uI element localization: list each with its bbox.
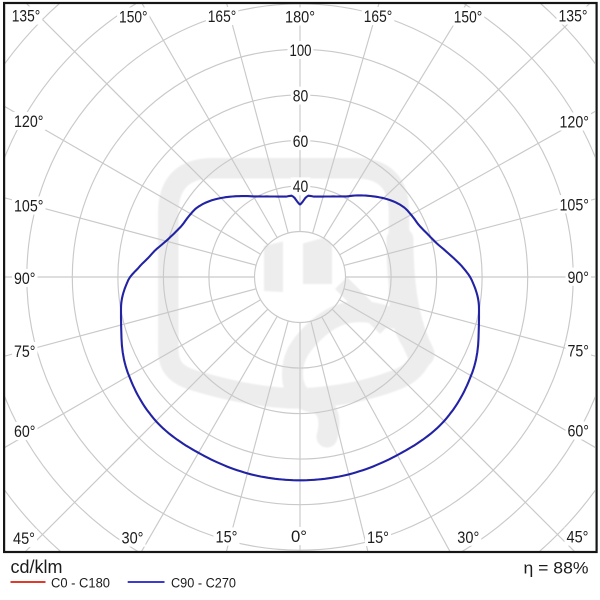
svg-text:90°: 90° — [14, 269, 36, 288]
svg-text:120°: 120° — [14, 112, 44, 131]
svg-text:C90 - C270: C90 - C270 — [171, 575, 236, 590]
svg-text:80: 80 — [293, 87, 309, 105]
svg-text:30°: 30° — [122, 529, 144, 548]
svg-text:60: 60 — [293, 133, 309, 151]
svg-text:15°: 15° — [216, 528, 238, 547]
svg-text:105°: 105° — [560, 195, 590, 214]
svg-text:165°: 165° — [208, 7, 237, 26]
svg-text:15°: 15° — [367, 528, 389, 547]
svg-text:60°: 60° — [14, 422, 36, 441]
svg-text:0°: 0° — [291, 527, 307, 546]
svg-text:135°: 135° — [12, 7, 41, 26]
svg-text:120°: 120° — [560, 113, 590, 132]
svg-text:60°: 60° — [568, 422, 590, 441]
svg-text:45°: 45° — [567, 528, 589, 547]
svg-text:105°: 105° — [14, 197, 44, 216]
svg-text:180°: 180° — [285, 8, 315, 27]
svg-text:75°: 75° — [568, 342, 590, 361]
svg-text:C0 - C180: C0 - C180 — [51, 575, 110, 590]
svg-text:100: 100 — [290, 42, 312, 60]
svg-text:135°: 135° — [559, 7, 588, 26]
svg-text:30°: 30° — [457, 528, 479, 547]
svg-text:90°: 90° — [568, 268, 590, 287]
svg-text:η = 88%: η = 88% — [524, 558, 589, 577]
svg-text:75°: 75° — [14, 342, 36, 361]
svg-text:cd/klm: cd/klm — [11, 557, 63, 577]
svg-text:45°: 45° — [13, 529, 35, 548]
svg-text:150°: 150° — [454, 8, 483, 27]
svg-text:165°: 165° — [364, 7, 393, 26]
svg-text:150°: 150° — [119, 8, 148, 27]
svg-text:40: 40 — [293, 178, 309, 196]
